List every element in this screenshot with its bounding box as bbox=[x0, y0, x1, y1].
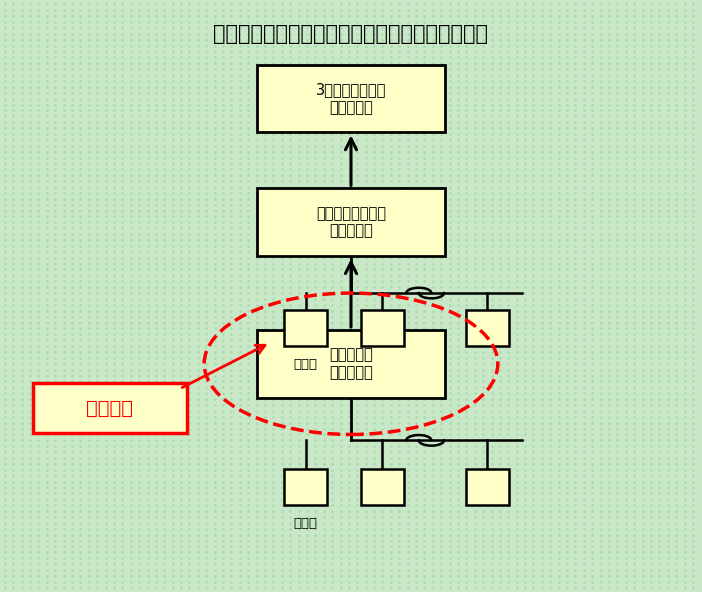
FancyBboxPatch shape bbox=[257, 330, 445, 398]
Text: 伊方発電所　集合作業場火災受信機　信号概略図: 伊方発電所 集合作業場火災受信機 信号概略図 bbox=[213, 24, 489, 44]
FancyBboxPatch shape bbox=[33, 383, 187, 433]
Text: 感知器: 感知器 bbox=[293, 358, 317, 371]
FancyBboxPatch shape bbox=[361, 469, 404, 505]
FancyBboxPatch shape bbox=[361, 310, 404, 346]
FancyBboxPatch shape bbox=[465, 310, 509, 346]
FancyBboxPatch shape bbox=[257, 65, 445, 133]
Text: 感知器: 感知器 bbox=[293, 517, 317, 530]
FancyBboxPatch shape bbox=[257, 188, 445, 256]
Text: 3号機中央制御室
火災受信盤: 3号機中央制御室 火災受信盤 bbox=[316, 82, 386, 115]
FancyBboxPatch shape bbox=[465, 469, 509, 505]
FancyBboxPatch shape bbox=[284, 469, 327, 505]
FancyBboxPatch shape bbox=[284, 310, 327, 346]
Text: 集合作業場
火災受信機: 集合作業場 火災受信機 bbox=[329, 348, 373, 380]
Text: 当該箇所: 当該箇所 bbox=[86, 398, 133, 417]
Text: 総合排水処理建屋
火災受信機: 総合排水処理建屋 火災受信機 bbox=[316, 206, 386, 239]
